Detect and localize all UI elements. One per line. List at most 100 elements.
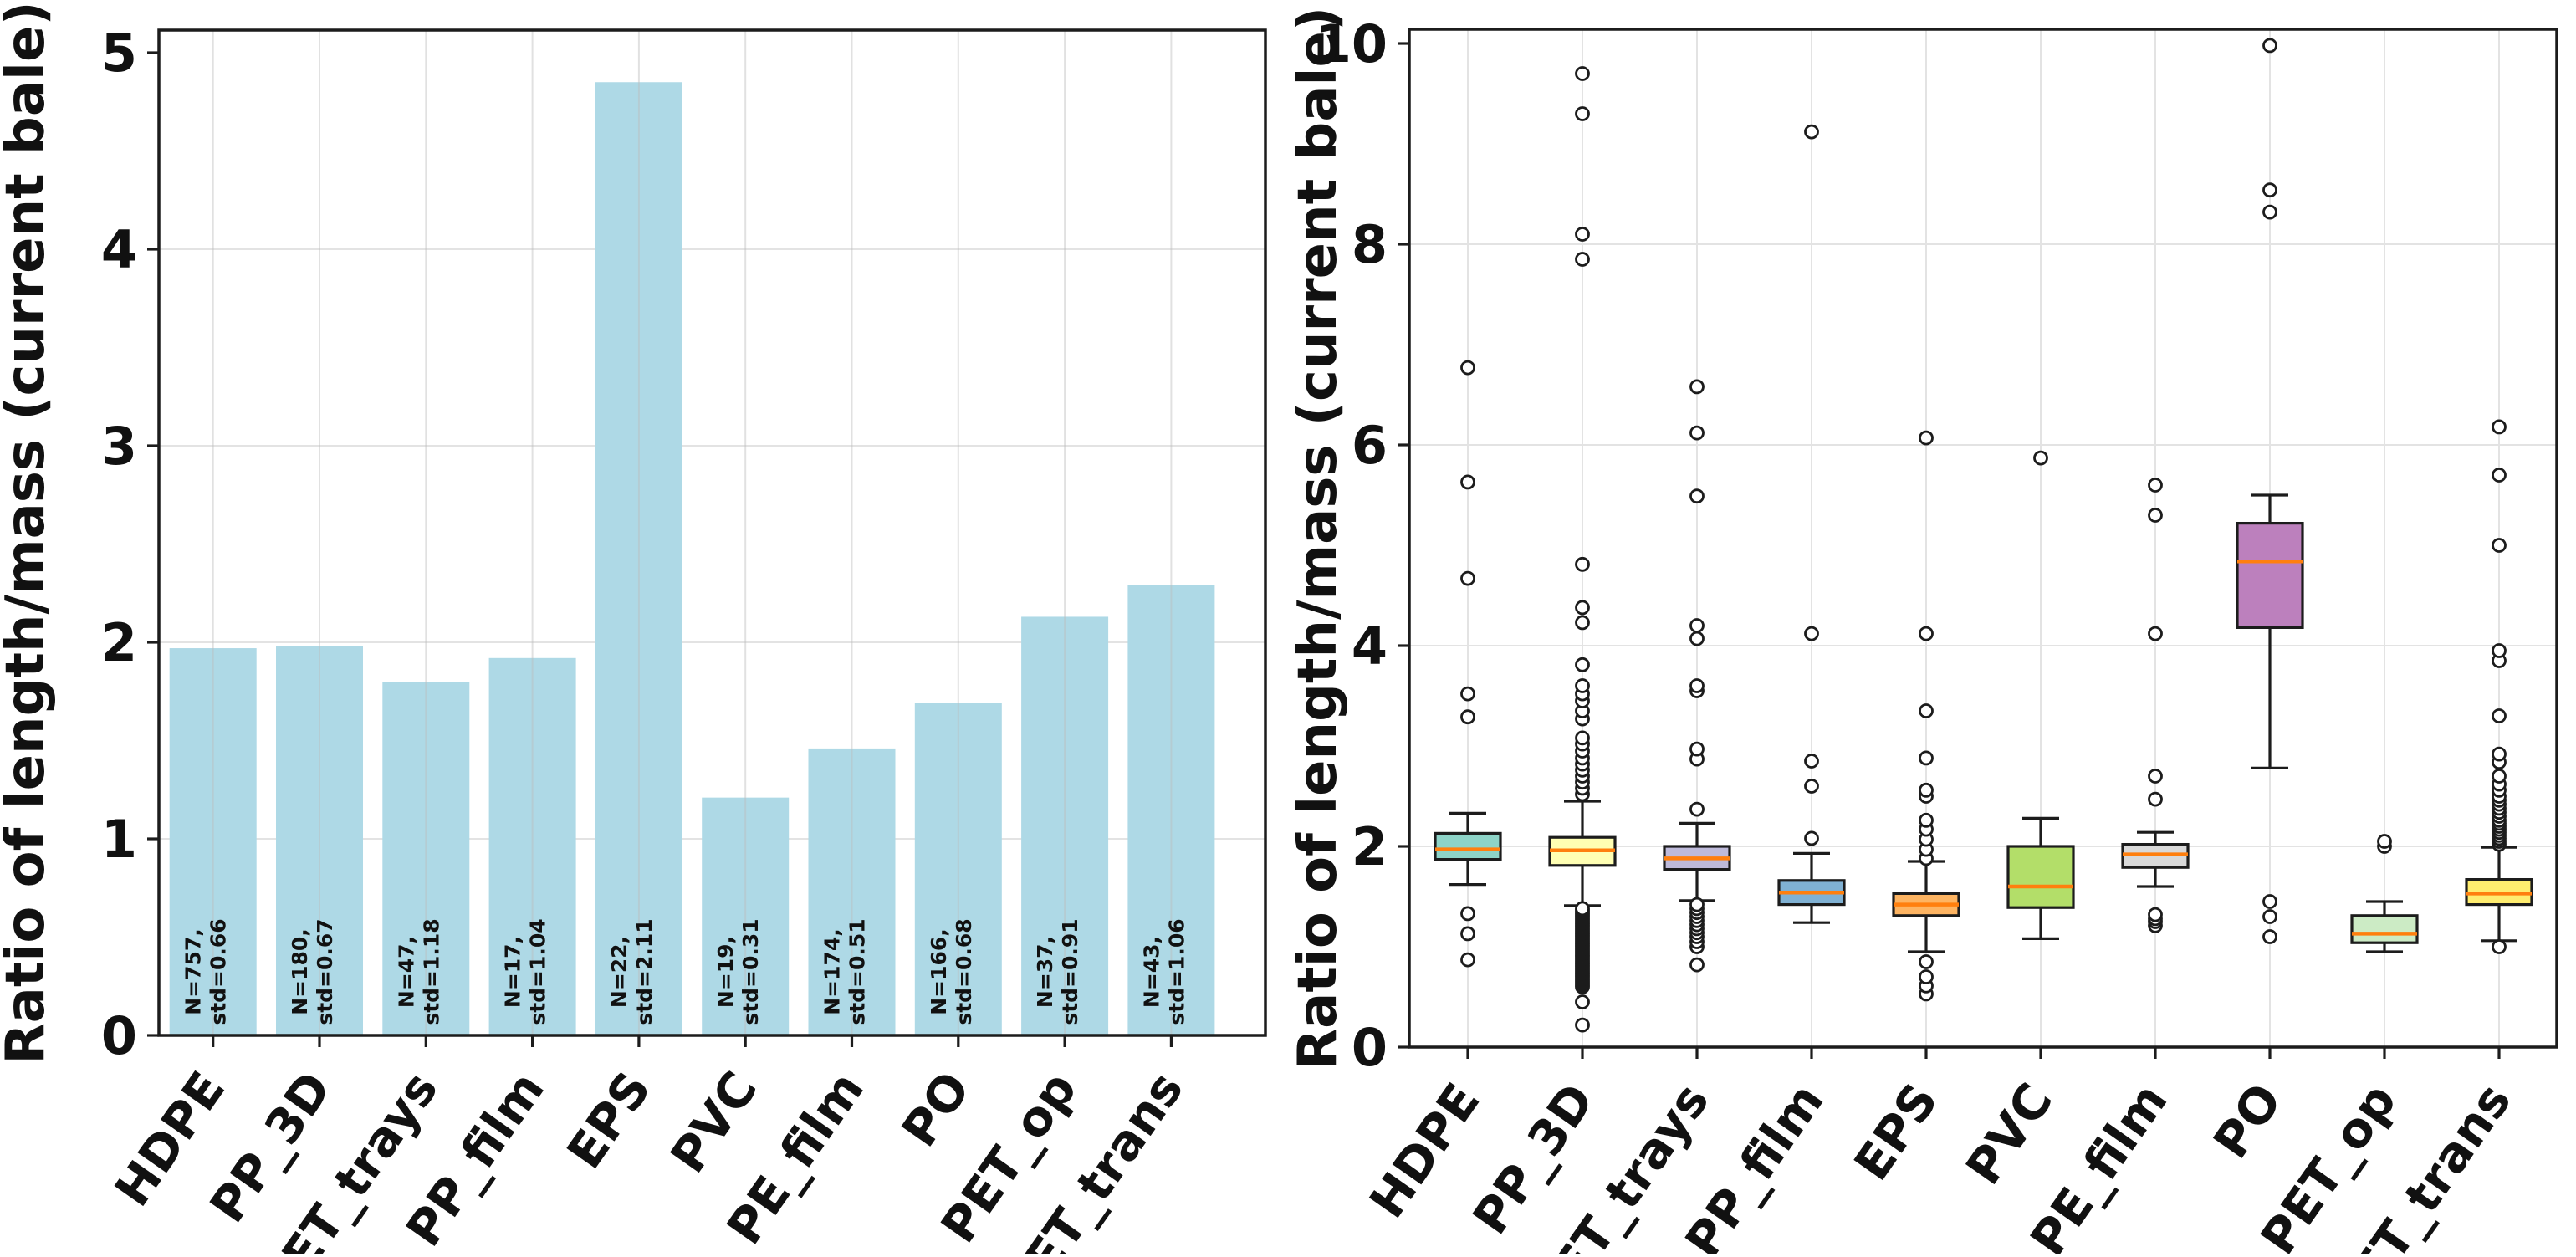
outlier-point [1689, 801, 1705, 817]
outlier-point [1575, 600, 1590, 616]
y-tick-label: 4 [101, 219, 137, 280]
outlier-point [2262, 894, 2277, 909]
outlier-point [1689, 957, 1705, 973]
outlier-point [1460, 686, 1475, 702]
outlier-point [1575, 730, 1590, 746]
outlier-point [1460, 360, 1475, 376]
outlier-point [2033, 450, 2048, 466]
outlier-point [2262, 38, 2277, 54]
outlier-point [1460, 474, 1475, 490]
outlier-point [2262, 182, 2277, 198]
outlier-point [1575, 1017, 1590, 1033]
outlier-point [2492, 939, 2507, 954]
bar-annotation-n: N=37, [1033, 936, 1057, 1008]
y-tick-label: 4 [1352, 616, 1388, 677]
outlier-point [1919, 703, 1934, 718]
y-tick-label: 2 [1352, 816, 1388, 877]
x-tick-label: EPS [1843, 1073, 1950, 1191]
outlier-point [2492, 746, 2507, 762]
outlier-point [1575, 252, 1590, 267]
outlier-point [2262, 909, 2277, 924]
outlier-point [1460, 952, 1475, 968]
outlier-point [1804, 626, 1819, 641]
bar-annotation-n: N=22, [607, 936, 631, 1008]
box-EPS [1892, 430, 1960, 1002]
outlier-point [1460, 570, 1475, 586]
outlier-point [1689, 425, 1705, 441]
outlier-point [2377, 834, 2392, 849]
bar-EPS [595, 82, 682, 1035]
outlier-point [1689, 678, 1705, 693]
bar-PET_op [1021, 616, 1109, 1035]
outlier-point [1575, 66, 1590, 81]
outlier-point [1460, 906, 1475, 922]
bar-annotation-std: std=2.11 [632, 918, 657, 1025]
outlier-point [2492, 538, 2507, 553]
outlier-point [1919, 782, 1934, 798]
bar-annotation-n: N=47, [394, 936, 418, 1008]
box-PET_trans [2465, 419, 2533, 954]
bar-PP_3D [276, 646, 363, 1035]
outlier-point [1919, 812, 1934, 828]
y-tick-label: 10 [1316, 13, 1388, 74]
y-tick-label: 3 [101, 416, 137, 477]
outlier-point [2148, 508, 2163, 523]
bar-PO [914, 703, 1002, 1035]
iqr-box [1434, 831, 1502, 861]
x-tick-label: EPS [556, 1061, 662, 1179]
outlier-point [1804, 830, 1819, 846]
bar-annotation-n: N=19, [713, 936, 738, 1008]
outlier-point [1575, 678, 1590, 693]
x-tick-label: PO [891, 1061, 981, 1157]
outlier-point [1919, 750, 1934, 766]
bar-annotation-std: std=0.51 [846, 918, 870, 1025]
outlier-point [2492, 708, 2507, 723]
outlier-point [1919, 954, 1934, 969]
box-PET_trays [1663, 379, 1731, 973]
box-plot-panel: 0 2 4 6 8 10 HDPE PP_3D PET_trays PP_film EPS PVC PE… [1287, 0, 2576, 1257]
outlier-point [1689, 897, 1705, 912]
bar-chart: N=757, std=0.66 N=180, std=0.67 N=47, std=1.1… [0, 1, 1267, 1257]
y-tick-label: 5 [101, 23, 137, 84]
bar-annotation-std: std=1.18 [419, 918, 443, 1025]
outlier-point [2492, 419, 2507, 435]
outlier-point [2492, 643, 2507, 658]
outlier-point [1919, 626, 1934, 641]
outlier-point [2148, 769, 2163, 784]
bar-HDPE [169, 648, 257, 1035]
outlier-point [1575, 994, 1590, 1009]
y-tick-label: 1 [101, 809, 137, 870]
x-tick-label: PVC [659, 1061, 768, 1183]
outlier-point [1460, 926, 1475, 942]
box-HDPE [1434, 360, 1502, 968]
outlier-point [1460, 709, 1475, 725]
outlier-point [2262, 929, 2277, 944]
bar-annotation-std: std=0.68 [952, 918, 976, 1025]
outlier-point [2148, 907, 2163, 922]
bar-annotation-std: std=0.31 [739, 918, 763, 1025]
y-axis-label: Ratio of length/mass (current bale) [1288, 7, 1349, 1070]
outlier-point [1575, 106, 1590, 121]
outlier-point [2262, 204, 2277, 220]
bar-annotation-n: N=17, [501, 936, 525, 1008]
bar-PET_trans [1127, 585, 1215, 1035]
x-tick-label: PVC [1955, 1073, 2063, 1194]
outlier-point [1689, 618, 1705, 633]
outlier-point [2148, 478, 2163, 493]
outlier-point [1575, 657, 1590, 672]
axes-frame [157, 28, 1267, 1037]
outlier-point [1804, 124, 1819, 140]
y-tick-label: 0 [1352, 1017, 1388, 1078]
outlier-point [1804, 754, 1819, 769]
bar-PVC [702, 797, 790, 1035]
outlier-point [1689, 488, 1705, 504]
bar-annotation-std: std=1.04 [526, 918, 550, 1025]
outlier-point [1919, 430, 1934, 446]
bar-annotation-n: N=166, [927, 928, 951, 1015]
outlier-point [2492, 468, 2507, 483]
y-tick-label: 6 [1352, 415, 1388, 476]
outlier-point [1575, 227, 1590, 242]
y-axis-label: Ratio of length/mass (current bale) [0, 1, 57, 1064]
